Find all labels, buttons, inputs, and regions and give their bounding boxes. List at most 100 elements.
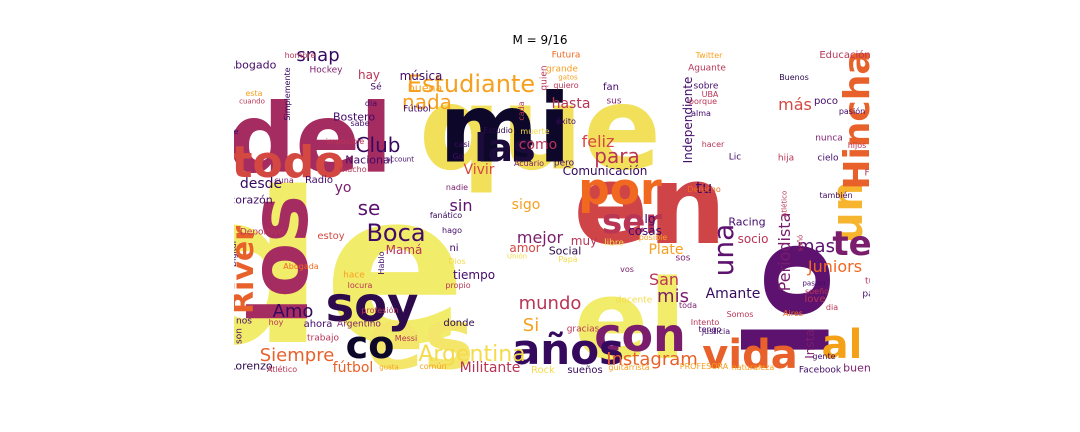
cloud-word: pasión	[838, 107, 866, 116]
cloud-word: toda	[678, 301, 698, 310]
cloud-word: Plate	[648, 242, 684, 258]
cloud-word: Amante	[705, 286, 761, 302]
cloud-word: hombre	[284, 51, 316, 60]
cloud-word: como	[518, 137, 558, 153]
cloud-word: hago	[442, 226, 462, 235]
cloud-word: Aguante	[688, 63, 726, 74]
cloud-word: fue	[234, 127, 239, 136]
cloud-word: yo	[334, 180, 352, 196]
cloud-word: Fútbol	[403, 104, 431, 115]
cloud-word: muerte	[520, 127, 550, 136]
cloud-word: Dios	[448, 257, 466, 266]
cloud-word: sus	[606, 96, 622, 107]
cloud-word: libre	[604, 238, 624, 249]
cloud-word: justicia	[701, 327, 731, 336]
cloud-word: mi	[439, 74, 571, 185]
cloud-word: Social	[548, 244, 582, 258]
cloud-word: Digital	[234, 241, 238, 267]
cloud-word: buen	[843, 361, 870, 375]
cloud-word: Deportivo	[239, 227, 285, 238]
cloud-word: dia	[364, 99, 378, 108]
cloud-word: Fb	[864, 168, 870, 179]
cloud-word: Estudiante	[406, 70, 536, 98]
cloud-word: love	[804, 294, 826, 305]
cloud-word: Lorenzo	[234, 359, 273, 373]
cloud-word: sin	[449, 196, 473, 215]
figure-title: M = 9/16	[512, 33, 568, 47]
cloud-word: cosas	[628, 224, 662, 238]
cloud-word: Aires	[783, 309, 803, 318]
cloud-word: poco	[813, 96, 839, 107]
cloud-word: corazón	[234, 193, 273, 207]
cloud-word: Simplemente	[283, 67, 292, 121]
cloud-word: de	[234, 147, 467, 378]
cloud-word: Acuario	[513, 159, 545, 168]
cloud-word: soñó	[796, 234, 805, 252]
cloud-word: desde	[239, 176, 283, 192]
cloud-word: buena	[407, 81, 443, 95]
cloud-word: quiero	[553, 81, 579, 90]
cloud-word: ser	[601, 202, 663, 242]
cloud-word: fanático	[429, 211, 463, 220]
cloud-word: hace	[343, 270, 365, 281]
cloud-word: nos	[236, 316, 252, 327]
cloud-word: Derecho	[687, 185, 721, 194]
cloud-word: por	[578, 164, 662, 215]
cloud-word: Argentino	[337, 319, 381, 330]
cloud-word: San	[648, 270, 680, 289]
cloud-word: gatos	[558, 73, 578, 82]
cloud-word: Racing	[728, 215, 766, 229]
word-cloud: de que mi en el lo del es los soy todo por con vida un…	[234, 50, 870, 378]
cloud-word: Nacional	[345, 153, 393, 167]
cloud-word: feliz	[581, 132, 615, 151]
cloud-word: Lic	[728, 152, 742, 163]
cloud-word: sueño	[804, 287, 830, 296]
cloud-word: Boca	[366, 219, 426, 247]
cloud-word: porque	[688, 97, 718, 106]
cloud-word: Futura	[551, 50, 581, 61]
cloud-word: que	[418, 62, 662, 197]
cloud-word: Comunicación	[562, 164, 648, 178]
cloud-word: Juniors	[807, 257, 863, 276]
cloud-word: Hockey	[309, 65, 343, 76]
cloud-word: Sé	[370, 82, 382, 93]
cloud-word: guitarrista	[608, 363, 650, 372]
cloud-word: River	[234, 225, 261, 315]
cloud-word: nada	[402, 90, 452, 114]
cloud-word: alma	[691, 109, 711, 118]
cloud-word: éxito	[556, 117, 576, 126]
cloud-word: gracias	[566, 324, 600, 335]
cloud-word: Estudio	[483, 126, 513, 135]
cloud-word: gente	[812, 352, 836, 361]
cloud-word: nadie	[445, 183, 469, 192]
cloud-word: Messi	[394, 334, 418, 343]
cloud-word: hijos	[847, 141, 867, 150]
cloud-word: ni	[449, 243, 459, 254]
cloud-word: sueños	[567, 365, 603, 376]
cloud-word: las	[474, 126, 536, 170]
cloud-word: hoy	[268, 318, 284, 327]
cloud-word: cuna	[274, 176, 294, 185]
cloud-word: Somos	[726, 310, 754, 319]
cloud-word: profesión	[361, 306, 399, 315]
cloud-word: PROFESORA	[679, 362, 729, 371]
cloud-word: tus	[865, 276, 870, 287]
cloud-word: gusta	[379, 363, 399, 372]
cloud-word: mis	[657, 286, 689, 307]
cloud-word: tu	[695, 178, 713, 197]
cloud-word: tiempo	[452, 268, 496, 282]
cloud-word: hija	[777, 153, 795, 164]
cloud-word: más	[778, 95, 812, 114]
cloud-word: Periodista	[775, 212, 794, 292]
cloud-word: música	[399, 69, 443, 83]
cloud-word: Unión	[506, 252, 528, 261]
cloud-word: sobre	[693, 81, 719, 92]
cloud-word: Militante	[459, 360, 521, 376]
cloud-word: Rock	[531, 365, 555, 376]
cloud-word: hacer	[701, 140, 725, 149]
cloud-word: snap	[296, 50, 340, 66]
cloud-word: dia	[825, 303, 839, 312]
cloud-word: Bostero	[332, 110, 376, 124]
cloud-word: ahora	[303, 319, 333, 330]
cloud-word: fan	[603, 82, 619, 93]
